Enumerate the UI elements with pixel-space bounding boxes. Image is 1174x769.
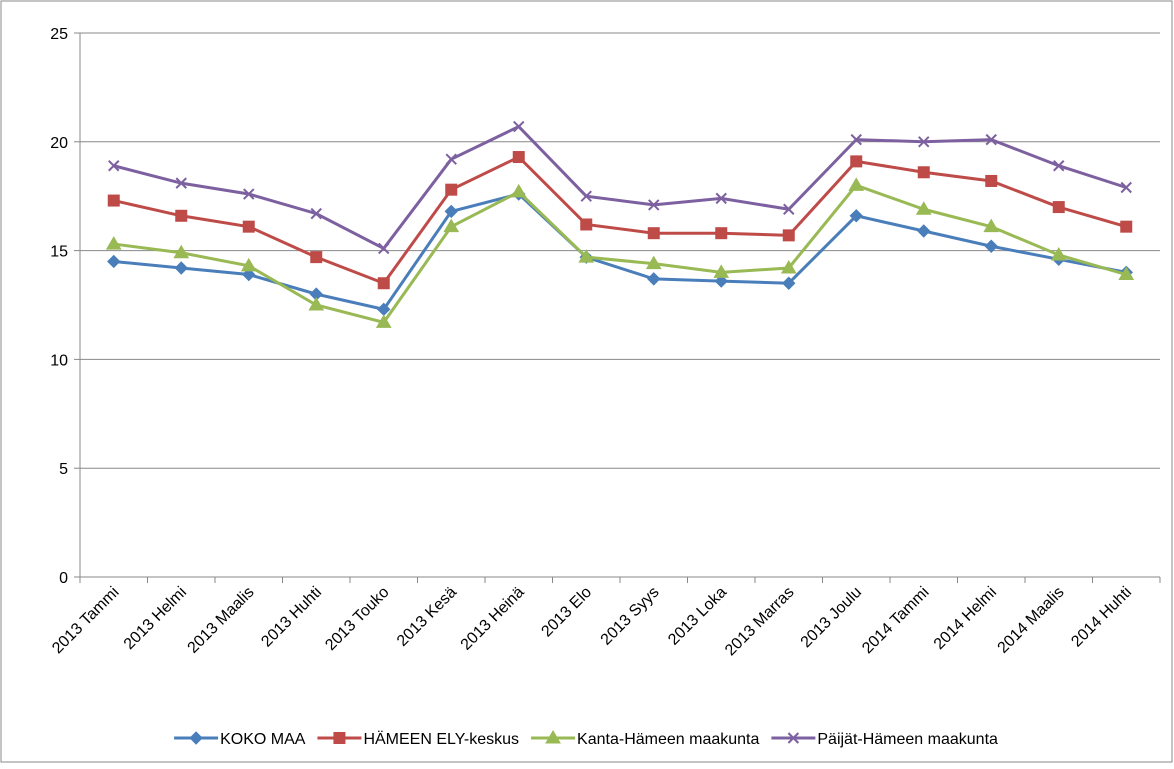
marker [444, 204, 458, 219]
marker [378, 242, 390, 255]
y-tick-label: 20 [50, 135, 68, 152]
marker [443, 218, 460, 233]
marker [1050, 246, 1067, 261]
marker [578, 249, 595, 263]
series-line [113, 124, 1127, 251]
marker [915, 201, 932, 215]
marker [782, 276, 796, 290]
marker [715, 227, 728, 240]
marker [174, 261, 188, 275]
marker [983, 218, 1000, 233]
marker [310, 207, 322, 220]
y-tick-label: 10 [50, 352, 68, 369]
legend-label: KOKO MAA [220, 731, 306, 748]
marker [1053, 160, 1065, 172]
marker [580, 190, 592, 202]
marker [645, 255, 662, 270]
marker [242, 220, 255, 233]
marker [787, 732, 800, 744]
marker [242, 267, 256, 282]
marker [850, 133, 862, 146]
marker [1120, 220, 1133, 233]
marker [310, 251, 323, 264]
marker [513, 120, 525, 133]
y-tick-label: 15 [50, 244, 68, 261]
marker [714, 274, 728, 288]
marker [713, 264, 730, 278]
marker [545, 730, 561, 744]
marker [1120, 181, 1132, 194]
marker [175, 209, 188, 222]
marker [108, 160, 120, 172]
marker [375, 314, 392, 328]
marker [780, 260, 797, 274]
marker [985, 133, 997, 146]
marker [985, 174, 998, 187]
marker [1118, 266, 1135, 281]
y-tick-label: 25 [50, 26, 68, 43]
marker [189, 731, 203, 745]
marker [647, 227, 660, 240]
marker [648, 199, 660, 211]
legend: KOKO MAA HÄMEEN ELY-keskus Kanta-Hämeen ma… [220, 730, 998, 748]
marker [105, 236, 122, 250]
marker [580, 218, 593, 231]
legend-label: Kanta-Hämeen maakunta [577, 731, 759, 748]
marker [240, 257, 257, 272]
marker [1052, 201, 1065, 214]
marker [512, 151, 525, 164]
marker [107, 194, 120, 207]
marker [848, 177, 865, 191]
series-line [113, 183, 1127, 325]
marker [918, 136, 930, 148]
marker [984, 239, 998, 253]
legend-label: Päijät-Hämeen maakunta [817, 731, 998, 748]
marker [917, 224, 931, 238]
marker [917, 166, 930, 179]
marker [510, 183, 527, 198]
marker [783, 203, 795, 215]
marker [445, 153, 457, 165]
marker [445, 183, 458, 196]
marker [107, 254, 121, 269]
y-tick-label: 5 [59, 461, 68, 478]
marker [333, 732, 346, 744]
legend-label: HÄMEEN ELY-keskus [363, 730, 519, 748]
marker [308, 297, 325, 311]
marker [377, 277, 390, 290]
marker [173, 244, 190, 259]
marker [175, 177, 187, 189]
y-tick-label: 0 [59, 570, 68, 587]
marker [849, 209, 863, 223]
marker [850, 155, 863, 168]
series-line [113, 155, 1127, 286]
marker [715, 192, 727, 205]
marker [647, 272, 661, 286]
marker [243, 188, 255, 200]
marker [782, 229, 795, 242]
